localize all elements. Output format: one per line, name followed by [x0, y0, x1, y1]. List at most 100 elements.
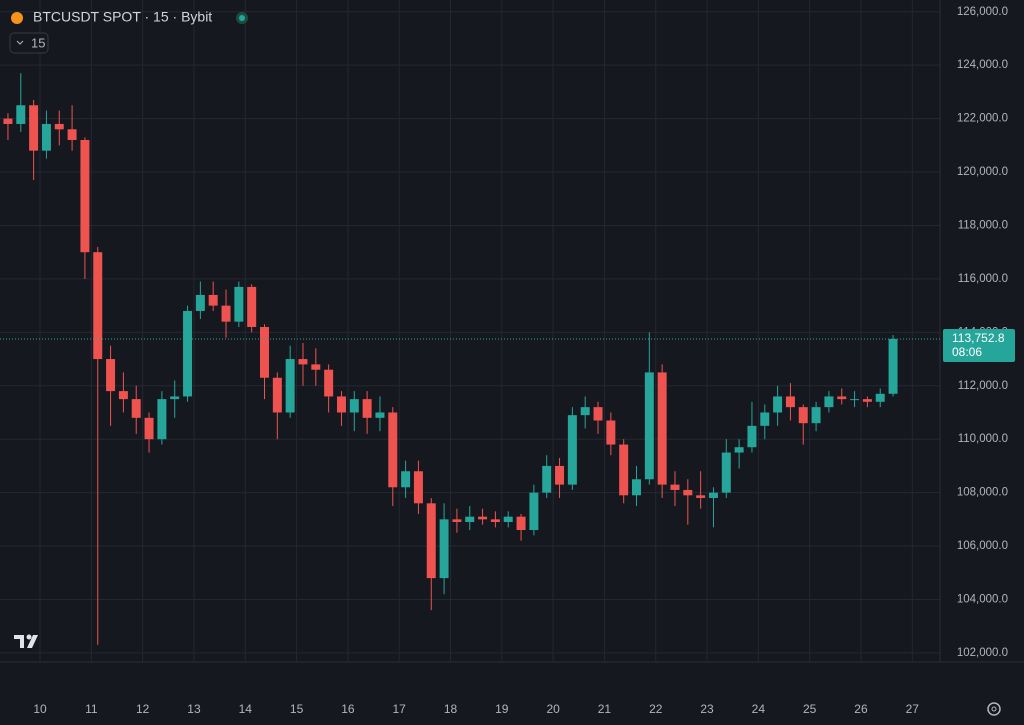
candle-body [3, 118, 13, 124]
y-tick-label: 124,000.0 [957, 59, 1008, 71]
candle-body [260, 326, 269, 378]
candle-body [375, 412, 385, 418]
x-tick-label: 22 [649, 702, 663, 716]
y-tick-label: 116,000.0 [958, 273, 1008, 285]
candle-body [362, 399, 372, 418]
candle-body [41, 123, 51, 151]
countdown: 08:06 [952, 345, 982, 359]
candle-body [721, 452, 731, 493]
y-tick-label: 118,000.0 [958, 220, 1008, 232]
x-tick-label: 21 [598, 702, 612, 716]
candle-body [555, 465, 565, 485]
candle-body [183, 310, 193, 397]
y-tick-label: 122,000.0 [957, 113, 1008, 125]
candle-body [157, 399, 167, 440]
candle-body [29, 105, 39, 151]
candle-body [426, 503, 436, 579]
y-tick-label: 112,000.0 [958, 380, 1008, 392]
x-tick-label: 24 [752, 702, 766, 716]
candle-body [285, 359, 295, 413]
candle-body [747, 425, 757, 448]
candle-body [208, 294, 218, 306]
candle-body [580, 407, 590, 416]
candle-body [67, 129, 77, 140]
chevron [16, 40, 24, 45]
candle-body [144, 417, 154, 440]
candle-body [837, 396, 847, 400]
x-tick-label: 20 [546, 702, 560, 716]
candle-body [644, 372, 654, 480]
x-tick-label: 27 [906, 702, 920, 716]
grid [0, 0, 940, 662]
x-tick-label: 23 [700, 702, 714, 716]
candle-body [708, 492, 718, 498]
x-tick-label: 26 [854, 702, 868, 716]
candle-body [785, 396, 795, 408]
candle-body [606, 420, 616, 445]
candle-body [824, 396, 834, 408]
x-tick-label: 17 [393, 702, 407, 716]
candle-body [619, 444, 629, 496]
candle-body [336, 396, 346, 413]
candle-body [131, 399, 141, 418]
settings-icon[interactable] [987, 702, 1001, 716]
x-tick-label: 15 [290, 702, 304, 716]
candle-body [632, 479, 641, 496]
last-price-badge [943, 328, 1015, 362]
y-tick-label: 102,000.0 [957, 647, 1008, 659]
x-tick-label: 19 [495, 702, 509, 716]
interval[interactable]: 15 [31, 35, 45, 50]
candle-body [516, 516, 526, 531]
x-tick-label: 13 [187, 702, 201, 716]
interval-button[interactable] [9, 32, 49, 54]
candle-body [298, 359, 308, 365]
candle-body [773, 396, 783, 413]
candle-body [54, 123, 64, 130]
last-price-label: 113,752.8 [952, 331, 1005, 345]
x-tick-label: 16 [341, 702, 355, 716]
candle-body [811, 407, 821, 424]
coin-icon [11, 12, 23, 24]
y-tick-label: 106,000.0 [957, 540, 1008, 552]
candle-body [16, 105, 26, 124]
candle-body [670, 484, 680, 490]
x-tick-label: 14 [239, 702, 253, 716]
candle-body [106, 359, 116, 392]
candle-body [195, 294, 205, 311]
candle-body [221, 305, 231, 322]
candle-body [401, 471, 411, 488]
candle-body [850, 399, 860, 401]
candle-body [465, 516, 475, 523]
candle-body [503, 516, 513, 523]
candle-body [593, 407, 603, 421]
candle-body [272, 377, 282, 413]
axes: 102,000.0 104,000.0 106,000.0 108,000.0 110,… [0, 6, 1015, 716]
candle-body [888, 338, 898, 394]
candle-body [657, 372, 667, 485]
candle-body [683, 489, 693, 496]
candle-body [388, 412, 398, 488]
x-tick-label: 12 [136, 702, 150, 716]
y-tick-label: 108,000.0 [957, 487, 1008, 499]
candle-body [696, 495, 706, 498]
y-tick-label: 104,000.0 [957, 594, 1008, 606]
candle-body [542, 465, 552, 493]
candle-body [170, 396, 180, 400]
candle-body [734, 447, 744, 453]
candle-body [93, 252, 103, 360]
candle-body [311, 364, 321, 370]
candle-body [439, 519, 449, 579]
x-tick-label: 18 [444, 702, 458, 716]
y-tick-label: 110,000.0 [958, 433, 1008, 445]
candle-body [529, 492, 539, 531]
candle-body [324, 369, 334, 397]
x-tick-label: 11 [85, 702, 98, 716]
x-tick-label: 10 [33, 702, 47, 716]
candle-body [760, 412, 770, 426]
candles [3, 73, 898, 645]
y-tick-label: 126,000.0 [957, 6, 1008, 18]
candle-body [490, 519, 500, 523]
candle-body [118, 391, 128, 400]
candle-body [80, 139, 90, 253]
